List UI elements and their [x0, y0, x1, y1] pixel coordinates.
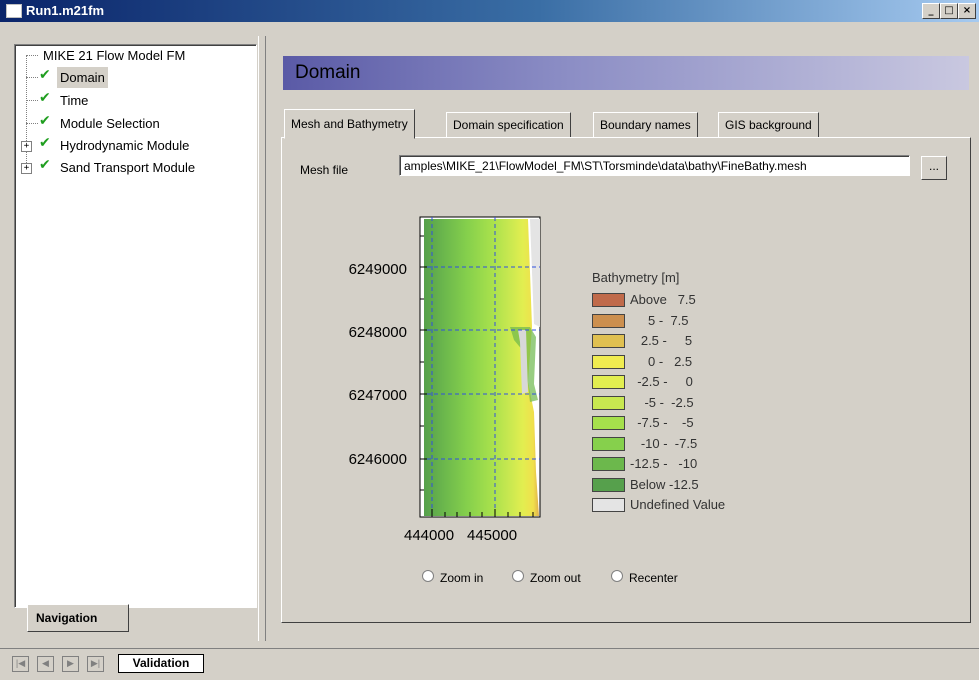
check-icon: ✔ — [39, 90, 51, 106]
page-header — [283, 56, 969, 90]
close-button[interactable]: × — [958, 3, 976, 19]
check-icon: ✔ — [39, 67, 51, 83]
bathymetry-plot[interactable] — [410, 212, 545, 522]
x-tick-label: 444000 — [404, 527, 455, 544]
expand-icon[interactable]: + — [21, 163, 32, 174]
tree-item-mike21[interactable]: MIKE 21 Flow Model FM — [43, 45, 185, 66]
zoom-in-label[interactable]: Zoom in — [440, 571, 484, 585]
tab-gis-background[interactable]: GIS background — [718, 112, 819, 138]
tab-mesh-and-bathymetry[interactable]: Mesh and Bathymetry — [284, 109, 415, 139]
expand-icon[interactable]: + — [21, 141, 32, 152]
tree-item-label: Time — [60, 93, 89, 108]
legend-swatch — [592, 395, 625, 410]
tree-item-label: MIKE 21 Flow Model FM — [43, 48, 186, 63]
check-icon: ✔ — [39, 157, 51, 173]
bathymetry-area — [424, 219, 539, 516]
legend-swatch — [592, 477, 625, 492]
last-tab-button[interactable]: ▶| — [87, 656, 104, 672]
legend-swatch — [592, 457, 625, 471]
first-tab-button[interactable]: |◀ — [12, 656, 29, 672]
legend-label: -5 - -2.5 — [630, 394, 694, 410]
legend-label: -12.5 - -10 — [630, 456, 698, 471]
zoom-out-label[interactable]: Zoom out — [530, 571, 581, 585]
grid-lines — [420, 217, 540, 517]
legend-label: Below -12.5 — [630, 476, 699, 492]
legend-label: 0 - 2.5 — [630, 353, 693, 369]
mesh-file-input[interactable] — [399, 155, 910, 176]
tab-domain-specification[interactable]: Domain specification — [446, 112, 571, 138]
legend-swatch — [592, 354, 625, 369]
land-spit — [518, 330, 528, 394]
legend-title: Bathymetry [m] — [592, 270, 680, 285]
previous-tab-button[interactable]: ◀ — [37, 656, 54, 672]
lagoon-inlet — [510, 327, 538, 402]
window-title: Run1.m21fm — [26, 3, 105, 18]
recenter-radio[interactable] — [611, 570, 623, 582]
y-tick-label: 6248000 — [348, 324, 407, 341]
browse-button[interactable]: ... — [921, 156, 947, 180]
tab-navigation[interactable]: Navigation — [27, 604, 129, 632]
minimize-button[interactable]: _ — [922, 3, 940, 19]
legend-label: Above 7.5 — [630, 292, 696, 307]
panel-splitter[interactable] — [258, 36, 266, 641]
maximize-button[interactable]: □ — [940, 3, 958, 19]
legend-label: -2.5 - 0 — [630, 374, 693, 389]
recenter-label[interactable]: Recenter — [629, 571, 678, 585]
legend-label: Undefined Value — [630, 497, 726, 512]
legend-swatch — [592, 334, 625, 348]
zoom-in-radio[interactable] — [422, 570, 434, 582]
tree-item-label: Domain — [60, 70, 105, 85]
legend-swatch — [592, 293, 625, 307]
legend-swatch — [592, 313, 625, 328]
tree-item-domain[interactable]: Domain — [57, 67, 108, 88]
undefined-region — [530, 219, 540, 327]
legend-label: 2.5 - 5 — [630, 333, 693, 348]
y-tick-label: 6246000 — [348, 451, 407, 468]
tree-item-label: Hydrodynamic Module — [60, 138, 190, 153]
tab-validation[interactable]: Validation — [118, 654, 204, 673]
zoom-out-radio[interactable] — [512, 570, 524, 582]
check-icon: ✔ — [39, 113, 51, 129]
legend-label: -10 - -7.5 — [630, 435, 698, 451]
legend-swatch — [592, 436, 625, 451]
tree-item-time[interactable]: Time — [60, 90, 88, 111]
legend-label: 5 - 7.5 — [630, 312, 689, 328]
tree-item-hydrodynamic-module[interactable]: Hydrodynamic Module — [60, 135, 189, 156]
tree-item-module-selection[interactable]: Module Selection — [60, 113, 160, 134]
page-title: Domain — [295, 62, 361, 83]
legend-swatch — [592, 498, 625, 512]
axis-ticks — [420, 235, 534, 517]
legend-label: -7.5 - -5 — [630, 415, 694, 430]
y-tick-label: 6249000 — [348, 261, 407, 278]
legend-swatch — [592, 375, 625, 389]
legend-swatch — [592, 416, 625, 430]
navigation-tree[interactable]: MIKE 21 Flow Model FM ✔ Domain ✔ Time ✔ … — [14, 44, 257, 608]
tab-boundary-names[interactable]: Boundary names — [593, 112, 698, 138]
mesh-file-label: Mesh file — [300, 163, 349, 177]
tree-item-label: Sand Transport Module — [60, 160, 196, 175]
tree-item-sand-transport-module[interactable]: Sand Transport Module — [60, 157, 195, 178]
app-icon — [6, 4, 22, 18]
check-icon: ✔ — [39, 135, 51, 151]
y-tick-label: 6247000 — [348, 387, 407, 404]
tab-panel — [281, 137, 971, 623]
x-tick-label: 445000 — [467, 527, 518, 544]
tree-item-label: Module Selection — [60, 116, 160, 131]
window-title-bar[interactable] — [0, 0, 979, 22]
next-tab-button[interactable]: ▶ — [62, 656, 79, 672]
